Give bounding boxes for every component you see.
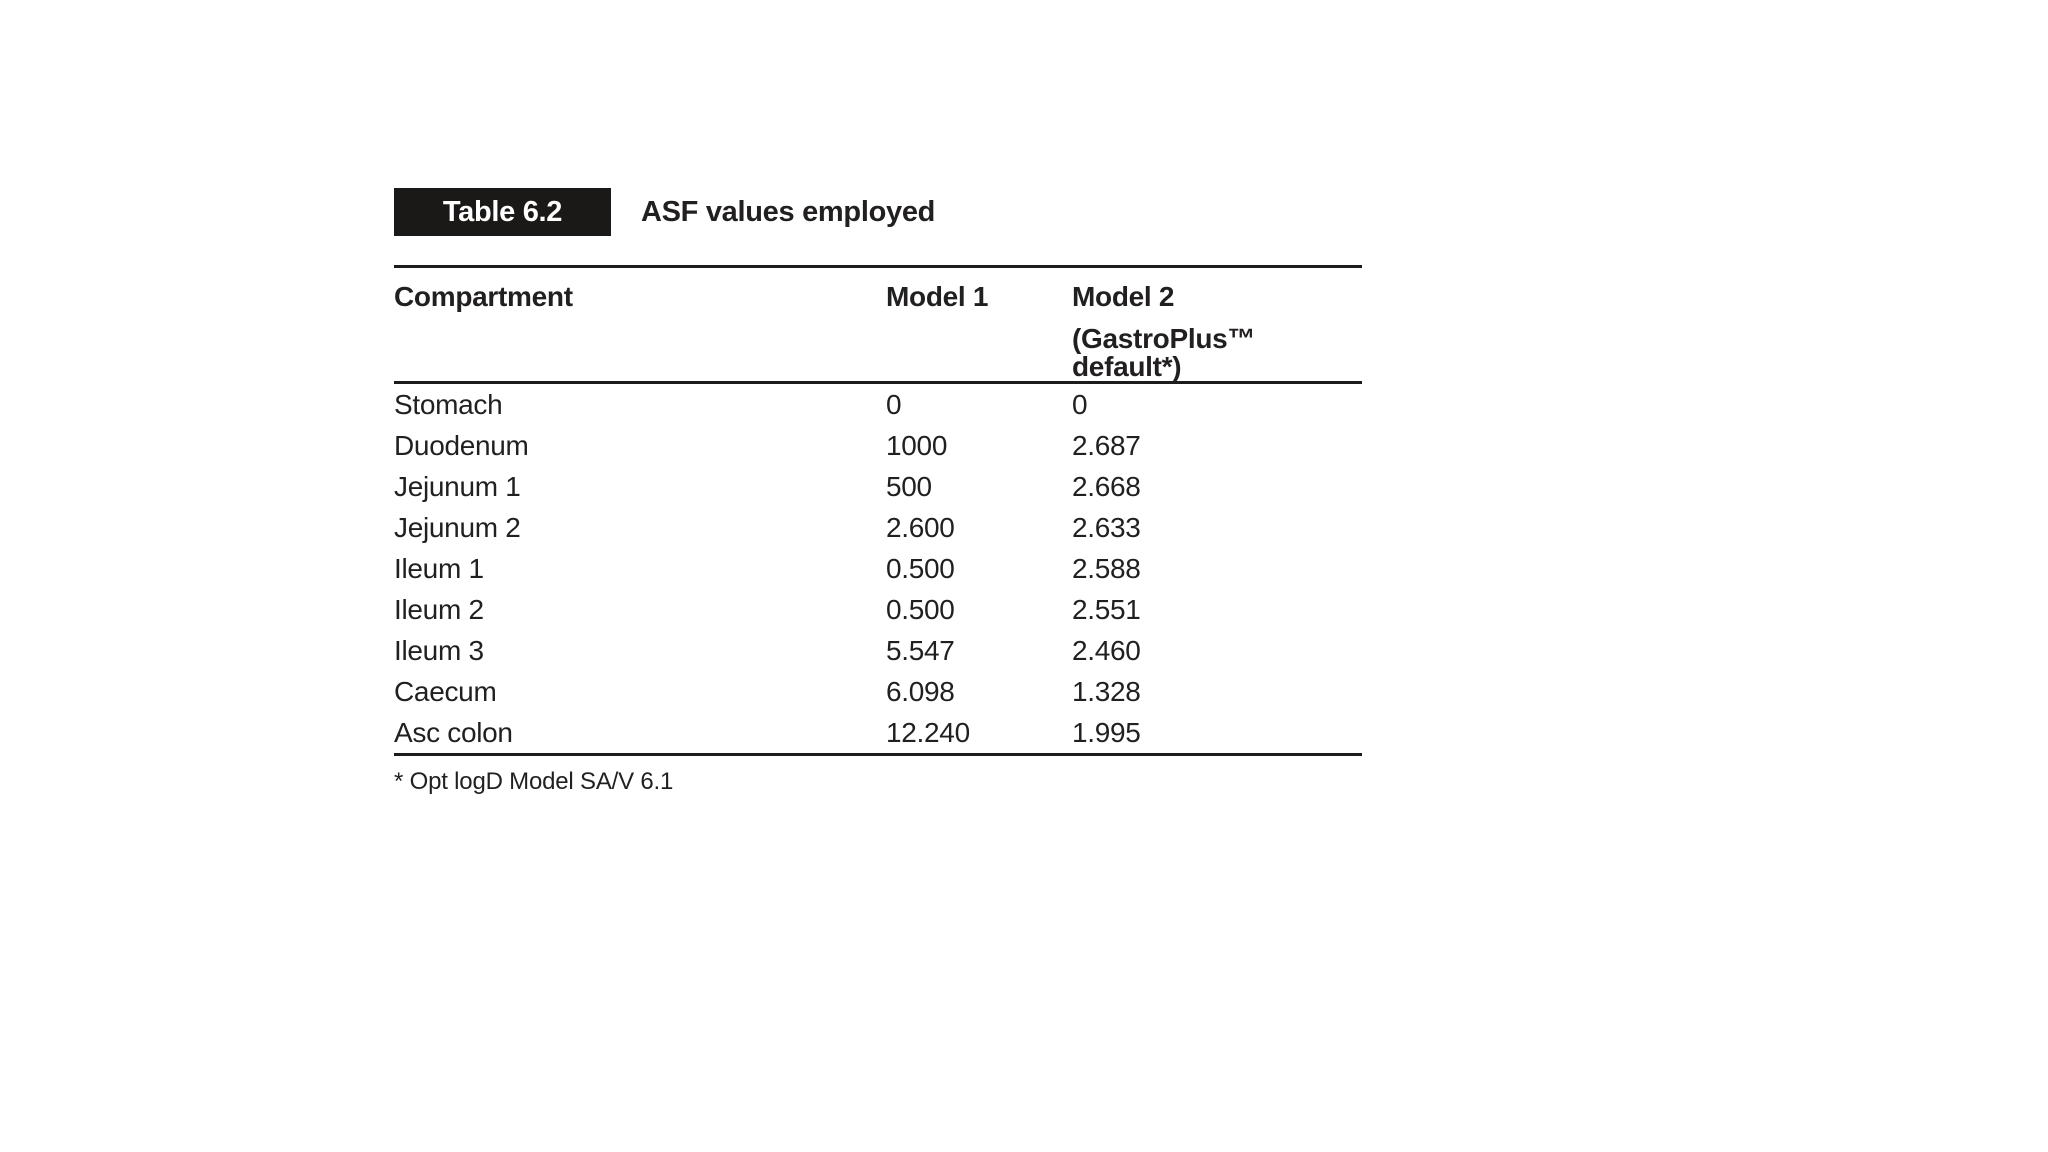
column-header-model1: Model 1: [886, 281, 989, 312]
column-header-compartment: Compartment: [394, 281, 573, 312]
model2-cell: 2.633: [1072, 511, 1141, 543]
model1-cell: 0: [886, 388, 902, 420]
model2-cell: 2.687: [1072, 429, 1141, 461]
table-row: Caecum 6.098 1.328: [394, 671, 1362, 712]
table-row: Duodenum 1000 2.687: [394, 425, 1362, 466]
table-figure: Table 6.2 ASF values employed Compartmen…: [394, 188, 1362, 796]
model1-cell: 5.547: [886, 634, 955, 666]
model1-cell: 0.500: [886, 552, 955, 584]
compartment-cell: Jejunum 1: [394, 470, 521, 502]
table-row: Asc colon 12.240 1.995: [394, 712, 1362, 753]
model2-cell: 0: [1072, 388, 1088, 420]
column-header-model2-label: Model 2: [1072, 281, 1175, 312]
table-header-row: Compartment Model 1 Model 2 (GastroPlus™…: [394, 268, 1362, 381]
table-header-rule: [394, 381, 1362, 384]
model1-cell: 0.500: [886, 593, 955, 625]
model1-cell: 6.098: [886, 675, 955, 707]
table-row: Ileum 3 5.547 2.460: [394, 630, 1362, 671]
column-header-model2: Model 2 (GastroPlus™ default*): [1072, 283, 1362, 381]
table-label: Table 6.2: [442, 195, 563, 228]
model1-cell: 2.600: [886, 511, 955, 543]
model1-cell: 500: [886, 470, 932, 502]
compartment-cell: Asc colon: [394, 716, 513, 748]
model2-cell: 1.328: [1072, 675, 1141, 707]
model2-cell: 2.551: [1072, 593, 1141, 625]
model2-cell: 2.588: [1072, 552, 1141, 584]
table-footnote: * Opt logD Model SA/V 6.1: [394, 768, 674, 795]
table-row: Stomach 0 0: [394, 384, 1362, 425]
compartment-cell: Ileum 1: [394, 552, 484, 584]
compartment-cell: Stomach: [394, 388, 503, 420]
compartment-cell: Ileum 2: [394, 593, 484, 625]
model2-cell: 2.460: [1072, 634, 1141, 666]
table-top-rule: [394, 265, 1362, 268]
table-title: ASF values employed: [641, 195, 936, 228]
compartment-cell: Duodenum: [394, 429, 529, 461]
column-header-model2-subtitle: (GastroPlus™ default*): [1072, 323, 1256, 382]
table-row: Ileum 2 0.500 2.551: [394, 589, 1362, 630]
compartment-cell: Ileum 3: [394, 634, 484, 666]
table-body: Stomach 0 0 Duodenum 1000 2.687 Jejunum …: [394, 384, 1362, 753]
compartment-cell: Caecum: [394, 675, 497, 707]
table-row: Jejunum 1 500 2.668: [394, 466, 1362, 507]
table-row: Jejunum 2 2.600 2.633: [394, 507, 1362, 548]
model2-cell: 1.995: [1072, 716, 1141, 748]
model1-cell: 12.240: [886, 716, 970, 748]
compartment-cell: Jejunum 2: [394, 511, 521, 543]
model2-cell: 2.668: [1072, 470, 1141, 502]
table-row: Ileum 1 0.500 2.588: [394, 548, 1362, 589]
model1-cell: 1000: [886, 429, 948, 461]
table-bottom-rule: [394, 753, 1362, 756]
table-label-badge: Table 6.2: [394, 188, 611, 236]
table-caption-row: Table 6.2 ASF values employed: [394, 188, 1362, 236]
